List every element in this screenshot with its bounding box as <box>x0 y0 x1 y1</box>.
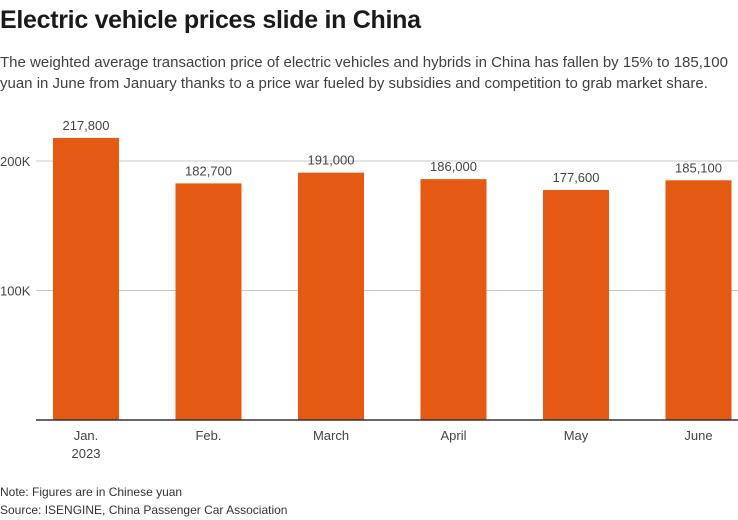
chart-title: Electric vehicle prices slide in China <box>0 6 421 34</box>
x-tick-label: June <box>684 428 712 443</box>
x-tick-label: April <box>440 428 466 443</box>
x-tick-label: May <box>564 428 589 443</box>
x-tick-label: Jan. <box>74 428 99 443</box>
bar <box>175 183 242 420</box>
bar <box>298 172 364 420</box>
bar <box>420 179 487 420</box>
bar <box>543 190 609 420</box>
bar-value-label: 177,600 <box>553 170 600 185</box>
bar-chart: 100K 200K 217,800 Jan. 2023 182,700 Feb. 191,00… <box>0 118 738 461</box>
bar <box>665 180 732 420</box>
bar <box>53 137 119 420</box>
bar-value-label: 185,100 <box>675 160 722 175</box>
x-tick-label: 2023 <box>72 446 101 461</box>
chart-note: Note: Figures are in Chinese yuan <box>0 485 183 499</box>
y-tick-label: 100K <box>0 284 31 299</box>
bar-value-label: 182,700 <box>185 163 232 178</box>
bar-value-label: 191,000 <box>308 153 355 168</box>
chart-subtitle: The weighted average transaction price o… <box>0 54 728 92</box>
bar-value-label: 186,000 <box>430 159 477 174</box>
chart-source: Source: ISENGINE, China Passenger Car As… <box>0 503 288 517</box>
x-tick-label: Feb. <box>195 428 221 443</box>
x-tick-label: March <box>313 428 349 443</box>
y-tick-label: 200K <box>0 154 31 169</box>
bar-value-label: 217,800 <box>63 118 110 133</box>
